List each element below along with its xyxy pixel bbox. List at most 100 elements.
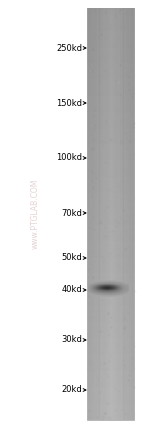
Bar xyxy=(101,8,102,420)
Bar xyxy=(87,19,135,21)
Bar xyxy=(87,412,135,413)
Bar xyxy=(94,8,95,420)
Text: 250kd: 250kd xyxy=(56,44,82,53)
Bar xyxy=(87,402,135,404)
Bar xyxy=(87,217,135,219)
Bar xyxy=(87,413,135,415)
Bar xyxy=(87,37,135,39)
Bar xyxy=(132,8,133,420)
Bar xyxy=(87,321,135,323)
Bar xyxy=(91,8,92,420)
Bar xyxy=(87,236,135,238)
Bar xyxy=(87,243,135,245)
Bar xyxy=(87,390,135,392)
Bar xyxy=(87,12,135,14)
Bar xyxy=(87,322,135,324)
Bar xyxy=(87,340,135,342)
Bar xyxy=(87,310,135,312)
Bar xyxy=(87,335,135,337)
Bar xyxy=(87,265,135,267)
Bar xyxy=(87,353,135,354)
Bar xyxy=(87,48,135,50)
Bar xyxy=(87,306,135,308)
Bar xyxy=(97,8,98,420)
Bar xyxy=(87,348,135,351)
Bar xyxy=(87,313,135,315)
Bar xyxy=(125,8,126,420)
Bar xyxy=(87,202,135,203)
Bar xyxy=(123,8,124,420)
Bar xyxy=(87,103,135,104)
Bar xyxy=(87,392,135,395)
Bar xyxy=(109,8,110,420)
Bar xyxy=(87,85,135,87)
Bar xyxy=(87,65,135,68)
Bar xyxy=(87,299,135,301)
Text: 50kd: 50kd xyxy=(61,253,82,262)
Bar xyxy=(87,74,135,76)
Bar xyxy=(87,315,135,318)
Bar xyxy=(87,401,135,403)
Bar xyxy=(87,399,135,401)
Bar xyxy=(132,8,133,420)
Bar xyxy=(126,8,127,420)
Bar xyxy=(87,131,135,134)
Bar xyxy=(87,184,135,186)
Bar xyxy=(87,81,135,83)
Bar xyxy=(87,346,135,348)
Bar xyxy=(106,8,107,420)
Bar xyxy=(87,345,135,346)
Bar xyxy=(112,8,113,420)
Bar xyxy=(87,384,135,386)
Bar xyxy=(89,8,90,420)
Bar xyxy=(104,8,105,420)
Bar xyxy=(87,52,135,54)
Bar xyxy=(87,169,135,170)
Bar xyxy=(87,162,135,163)
Bar xyxy=(87,357,135,359)
Bar xyxy=(87,125,135,127)
Bar xyxy=(87,309,135,311)
Bar xyxy=(87,182,135,184)
Bar xyxy=(87,307,135,309)
Bar xyxy=(87,238,135,239)
Bar xyxy=(100,8,101,420)
Bar xyxy=(87,8,88,420)
Bar xyxy=(87,190,135,193)
Bar xyxy=(87,64,135,66)
Bar xyxy=(115,8,116,420)
Bar xyxy=(87,115,135,117)
Bar xyxy=(87,33,135,35)
Bar xyxy=(87,373,135,375)
Bar xyxy=(107,8,108,420)
Bar xyxy=(87,274,135,276)
Text: 40kd: 40kd xyxy=(61,285,82,294)
Bar xyxy=(106,8,107,420)
Bar xyxy=(90,8,91,420)
Bar xyxy=(87,121,135,122)
Bar xyxy=(87,302,135,304)
Bar xyxy=(87,295,135,297)
Bar xyxy=(87,220,135,221)
Bar xyxy=(87,259,135,261)
Bar xyxy=(118,8,119,420)
Bar xyxy=(87,244,135,246)
Bar xyxy=(87,185,135,187)
Bar xyxy=(87,140,135,142)
Bar xyxy=(87,63,135,65)
Bar xyxy=(87,281,135,283)
Bar xyxy=(87,67,135,69)
Bar xyxy=(87,228,135,229)
Bar xyxy=(87,395,135,397)
Bar xyxy=(87,282,135,285)
Bar xyxy=(87,164,135,166)
Bar xyxy=(87,166,135,168)
Bar xyxy=(87,303,135,305)
Bar xyxy=(87,289,135,291)
Bar xyxy=(87,361,135,363)
Bar xyxy=(121,8,122,420)
Bar xyxy=(87,256,135,259)
Bar xyxy=(87,196,135,198)
Bar xyxy=(87,139,135,140)
Bar xyxy=(87,374,135,377)
